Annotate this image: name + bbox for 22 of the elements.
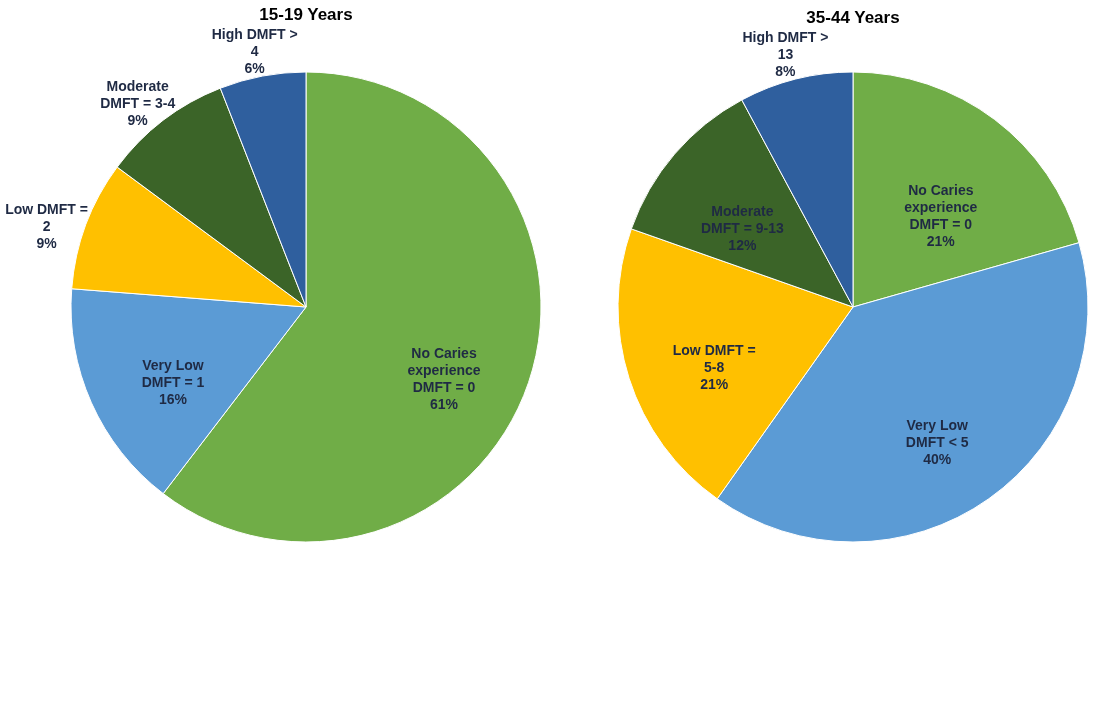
slice-label: High DMFT > 4 <box>211 25 298 59</box>
data-label: 61% <box>429 395 459 412</box>
slice-label: High DMFT > 13 <box>742 29 829 63</box>
data-label: 40% <box>923 450 952 467</box>
data-label: 12% <box>728 237 757 254</box>
chart-title: 15-19 Years <box>259 4 353 24</box>
data-label: 21% <box>926 232 956 249</box>
data-label: 21% <box>700 376 729 393</box>
slice-label: Moderate DMFT = 3-4 <box>100 78 176 112</box>
slice-label: Very Low DMFT < 5 <box>905 416 969 450</box>
data-label: 16% <box>158 391 188 408</box>
data-label: 9% <box>127 112 149 129</box>
slice-label: Moderate DMFT = 9-13 <box>700 203 784 237</box>
slice-label: No Caries experience DMFT = 0 <box>407 344 481 395</box>
slice-label: Low DMFT = 5-8 <box>672 342 756 376</box>
chart-title: 35-44 Years <box>806 8 900 28</box>
data-label: 9% <box>36 235 58 252</box>
data-label: 6% <box>244 59 266 76</box>
slice-label: Low DMFT = 2 <box>5 201 88 235</box>
slice-label: Very Low DMFT = 1 <box>141 357 205 391</box>
data-label: 8% <box>775 63 797 80</box>
slice-label: No Caries experience DMFT = 0 <box>904 181 978 232</box>
